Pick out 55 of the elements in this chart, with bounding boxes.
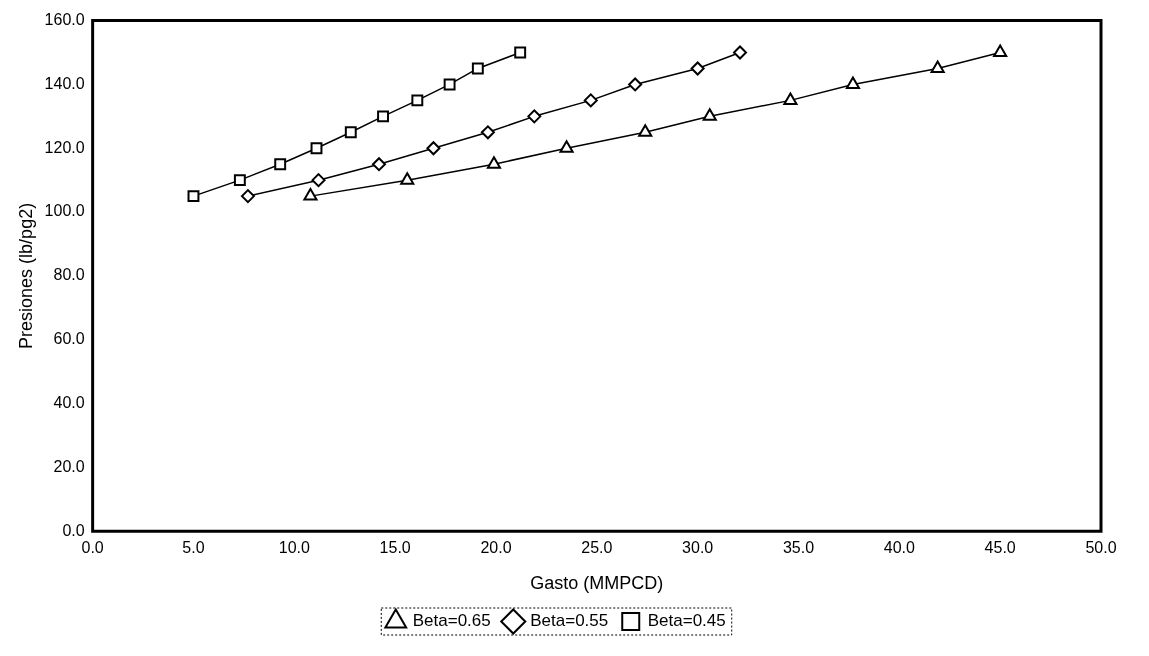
x-tick-label: 15.0 xyxy=(379,539,411,557)
point xyxy=(583,93,598,108)
y-tick-label: 120.0 xyxy=(44,138,85,156)
point xyxy=(274,158,287,171)
point xyxy=(638,124,653,137)
x-tick-label: 40.0 xyxy=(883,539,915,557)
x-tick-label: 10.0 xyxy=(278,539,310,557)
point xyxy=(310,142,323,155)
point xyxy=(527,109,542,124)
point xyxy=(233,174,246,187)
x-tick-label: 30.0 xyxy=(682,539,714,557)
y-tick-label: 20.0 xyxy=(53,457,85,475)
point xyxy=(411,94,424,107)
point xyxy=(733,45,748,60)
point xyxy=(311,173,326,188)
point xyxy=(344,126,357,139)
y-tick-label: 0.0 xyxy=(62,521,85,539)
x-axis-title: Gasto (MMPCD) xyxy=(530,573,664,594)
x-tick-label: 35.0 xyxy=(782,539,815,557)
point xyxy=(426,141,441,156)
x-tick-label: 5.0 xyxy=(182,539,205,557)
x-tick-label: 50.0 xyxy=(1085,539,1117,557)
y-tick-label: 60.0 xyxy=(53,330,85,348)
point xyxy=(486,156,502,169)
x-tick-label: 20.0 xyxy=(480,539,512,557)
point xyxy=(845,76,861,89)
y-tick-label: 80.0 xyxy=(53,266,85,284)
x-tick-label: 45.0 xyxy=(984,539,1016,557)
point xyxy=(993,44,1008,58)
point xyxy=(471,62,484,75)
y-tick-label: 140.0 xyxy=(44,74,85,92)
point xyxy=(443,78,456,91)
point xyxy=(628,77,643,92)
point xyxy=(702,108,717,121)
y-tick-label: 100.0 xyxy=(44,202,85,220)
x-tick-label: 25.0 xyxy=(581,539,613,557)
legend-label: Beta=0.65 xyxy=(412,611,491,631)
point xyxy=(930,60,945,73)
point xyxy=(240,189,255,204)
point xyxy=(377,110,389,123)
point xyxy=(514,46,527,59)
legend-label: Beta=0.45 xyxy=(647,611,726,631)
y-tick-label: 160.0 xyxy=(44,11,85,29)
point xyxy=(400,172,415,185)
x-tick-label: 0.0 xyxy=(81,539,104,557)
point xyxy=(480,125,495,140)
y-tick-label: 40.0 xyxy=(53,393,85,411)
point xyxy=(187,190,200,203)
point xyxy=(303,188,318,201)
y-axis-title: Presiones (lb/pg2) xyxy=(15,202,36,349)
point xyxy=(372,157,387,172)
legend-label: Beta=0.55 xyxy=(530,611,609,631)
point xyxy=(559,140,574,153)
point xyxy=(783,92,798,105)
point xyxy=(690,61,705,76)
